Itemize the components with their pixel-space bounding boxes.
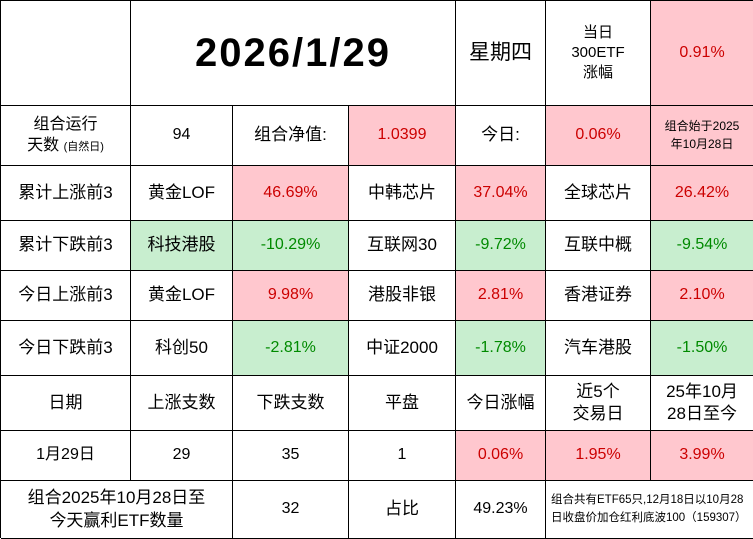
- etf-name: 港股非银: [349, 271, 456, 321]
- ratio-value: 49.23%: [456, 481, 546, 539]
- etf300-change-label: 当日 300ETF 涨幅: [546, 1, 651, 106]
- etf-name: 中韩芯片: [349, 166, 456, 221]
- ratio-label: 占比: [349, 481, 456, 539]
- etf300-change-value: 0.91%: [651, 1, 753, 106]
- stats-down-count: 35: [233, 431, 349, 481]
- winning-etf-count: 32: [233, 481, 349, 539]
- etf-name: 互联中概: [546, 221, 651, 271]
- etf-value: -2.81%: [233, 321, 349, 376]
- run-days-label: 组合运行 天数 (自然日): [1, 106, 131, 166]
- stats-header-last5: 近5个交易日: [546, 376, 651, 431]
- rank-label-today-up: 今日上涨前3: [1, 271, 131, 321]
- etf-value: -1.50%: [651, 321, 753, 376]
- stats-header-up-count: 上涨支数: [131, 376, 233, 431]
- etf-value: -9.72%: [456, 221, 546, 271]
- etf-name: 中证2000: [349, 321, 456, 376]
- report-date: 2026/1/29: [131, 1, 456, 106]
- stats-up-count: 29: [131, 431, 233, 481]
- etf-value: 2.10%: [651, 271, 753, 321]
- stats-last5-change: 1.95%: [546, 431, 651, 481]
- winning-etf-label: 组合2025年10月28日至今天赢利ETF数量: [1, 481, 233, 539]
- etf-name: 黄金LOF: [131, 271, 233, 321]
- nav-value: 1.0399: [349, 106, 456, 166]
- stats-flat-count: 1: [349, 431, 456, 481]
- etf-name: 科创50: [131, 321, 233, 376]
- etf-value: 46.69%: [233, 166, 349, 221]
- today-change-label: 今日:: [456, 106, 546, 166]
- etf-value: 37.04%: [456, 166, 546, 221]
- nav-label: 组合净值:: [233, 106, 349, 166]
- footer-note: 组合共有ETF65只,12月18日以10月28日收盘价加仓红利底波100（159…: [546, 481, 753, 539]
- run-days-value: 94: [131, 106, 233, 166]
- stats-header-flat: 平盘: [349, 376, 456, 431]
- etf-value: -1.78%: [456, 321, 546, 376]
- etf-value: 9.98%: [233, 271, 349, 321]
- etf-name: 全球芯片: [546, 166, 651, 221]
- portfolio-start-note: 组合始于2025年10月28日: [651, 106, 753, 166]
- stats-header-date: 日期: [1, 376, 131, 431]
- etf-name: 互联网30: [349, 221, 456, 271]
- etf-value: 26.42%: [651, 166, 753, 221]
- etf-name: 科技港股: [131, 221, 233, 271]
- today-change-value: 0.06%: [546, 106, 651, 166]
- etf-name: 汽车港股: [546, 321, 651, 376]
- stats-today-change: 0.06%: [456, 431, 546, 481]
- empty-corner-cell: [1, 1, 131, 106]
- rank-label-cum-down: 累计下跌前3: [1, 221, 131, 271]
- etf-name: 香港证券: [546, 271, 651, 321]
- etf-value: -10.29%: [233, 221, 349, 271]
- etf-name: 黄金LOF: [131, 166, 233, 221]
- stats-date: 1月29日: [1, 431, 131, 481]
- stats-since-start-change: 3.99%: [651, 431, 753, 481]
- etf-value: -9.54%: [651, 221, 753, 271]
- stats-header-today-change: 今日涨幅: [456, 376, 546, 431]
- rank-label-today-down: 今日下跌前3: [1, 321, 131, 376]
- etf-value: 2.81%: [456, 271, 546, 321]
- stats-header-down-count: 下跌支数: [233, 376, 349, 431]
- rank-label-cum-up: 累计上涨前3: [1, 166, 131, 221]
- stats-header-since-start: 25年10月28日至今: [651, 376, 753, 431]
- weekday: 星期四: [456, 1, 546, 106]
